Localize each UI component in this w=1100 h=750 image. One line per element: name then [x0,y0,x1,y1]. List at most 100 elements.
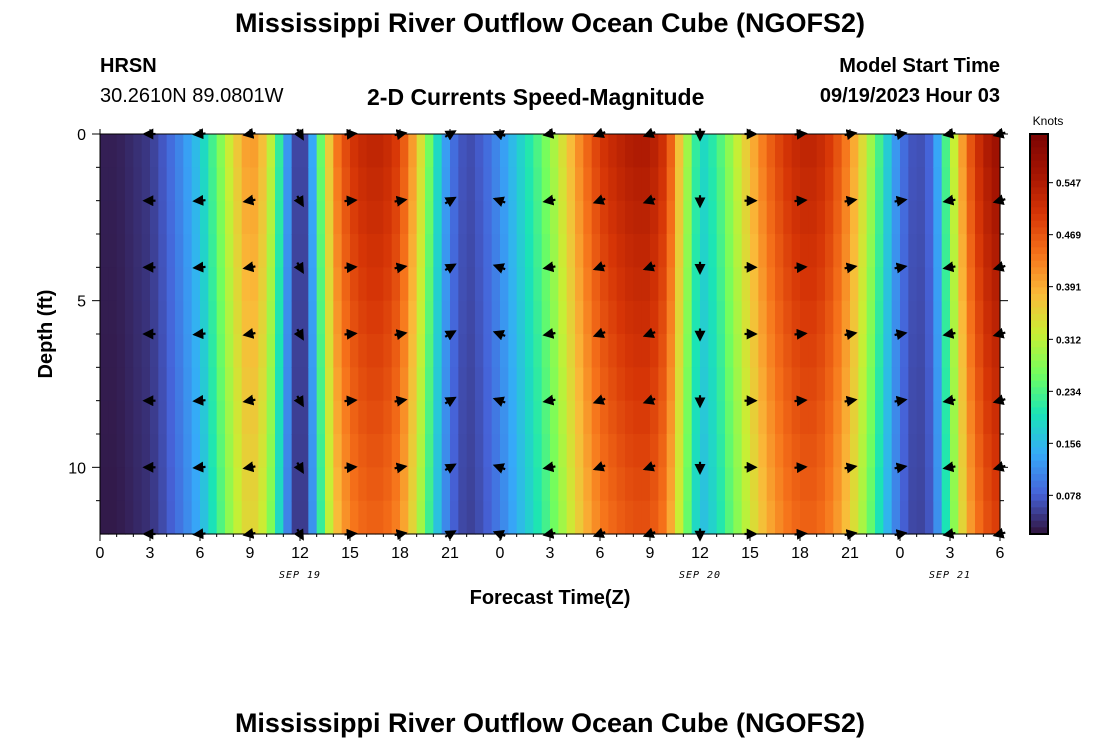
heatmap-cell [783,467,793,502]
heatmap-cell [391,334,401,368]
heatmap-cell [716,467,726,502]
current-vector [293,395,304,408]
heatmap-cell [958,267,968,302]
heatmap-cell [116,234,126,268]
heatmap-cell [116,367,126,402]
heatmap-cell [808,267,818,302]
heatmap-cell [175,134,184,168]
heatmap-cell [266,167,276,202]
heatmap-cell [516,134,526,168]
heatmap-cell [633,434,643,468]
heatmap-cell [916,434,926,468]
heatmap-cell [950,300,959,335]
heatmap-cell [600,200,609,235]
heatmap-cell [208,300,218,335]
heatmap-cell [775,467,784,502]
heatmap-cell [383,467,393,502]
heatmap-cell [850,434,859,468]
heatmap-cell [575,334,584,368]
heatmap-cell [491,434,501,468]
heatmap-cell [766,367,776,402]
heatmap-cell [483,134,493,168]
heatmap-cell [591,234,601,268]
heatmap-cell [833,467,843,502]
heatmap-cell [816,234,826,268]
heatmap-cell [400,234,409,268]
heatmap-cell [591,267,601,302]
heatmap-cell [541,167,551,202]
heatmap-cell [200,134,209,168]
heatmap-cell [241,267,251,302]
heatmap-cell [866,134,876,168]
heatmap-cell [983,267,993,302]
heatmap-cell [850,234,859,268]
heatmap-cell [366,500,376,535]
heatmap-cell [725,434,734,468]
heatmap-cell [625,267,634,302]
heatmap-cell [725,200,734,235]
heatmap-cell [241,134,251,168]
heatmap-cell [833,234,843,268]
colorbar-tick-label: 0.078 [1056,491,1081,502]
heatmap-cell [208,500,218,535]
heatmap-cell [608,234,618,268]
heatmap-cell [925,167,934,202]
heatmap-cell [116,434,126,468]
heatmap-cell [200,267,209,302]
heatmap-cell [866,434,876,468]
colorbar-segment [1030,307,1048,315]
heatmap-cell [775,367,784,402]
heatmap-cell [308,300,318,335]
heatmap-cell [425,200,434,235]
heatmap-cell [200,334,209,368]
heatmap-cell [516,267,526,302]
heatmap-cell [558,300,568,335]
heatmap-cell [750,467,759,502]
heatmap-cell [575,300,584,335]
heatmap-cell [633,300,643,335]
heatmap-cell [608,334,618,368]
heatmap-cell [541,300,551,335]
heatmap-cell [400,134,409,168]
heatmap-cell [200,500,209,535]
heatmap-cell [716,267,726,302]
heatmap-cell [375,367,384,402]
heatmap-cell [966,234,976,268]
heatmap-cell [150,334,159,368]
heatmap-cell [866,200,876,235]
heatmap-cell [933,400,943,435]
heatmap-cell [183,467,193,502]
heatmap-cell [275,267,284,302]
heatmap-cell [391,434,401,468]
current-vector [942,394,956,406]
heatmap-cell [466,467,476,502]
heatmap-cell [191,334,201,368]
current-vector [293,461,304,475]
heatmap-cell [550,334,559,368]
heatmap-cell [991,334,1001,368]
heatmap-cell [850,200,859,235]
heatmap-cell [916,400,926,435]
heatmap-cell [541,434,551,468]
heatmap-cell [725,267,734,302]
heatmap-cell [483,467,493,502]
heatmap-cell [150,434,159,468]
heatmap-cell [241,167,251,202]
heatmap-cell [916,134,926,168]
heatmap-cell [483,167,493,202]
heatmap-cell [483,200,493,235]
heatmap-cell [183,134,193,168]
heatmap-cell [991,200,1001,235]
heatmap-cell [150,467,159,502]
heatmap-cell [375,434,384,468]
heatmap-cell [300,334,309,368]
heatmap-cell [900,234,909,268]
currents-heatmap-chart: 0 3 6 9 12 15 18 21 0 3 6 9 12 15 18 21 0 3 6 SEP 19 SEP 20 S… [35,114,1081,609]
heatmap-cell [883,267,893,302]
heatmap-cell [950,234,959,268]
heatmap-cell [616,367,626,402]
heatmap-cell [491,400,501,435]
current-vector [942,261,956,273]
heatmap-cell [625,134,634,168]
heatmap-cell [600,134,609,168]
